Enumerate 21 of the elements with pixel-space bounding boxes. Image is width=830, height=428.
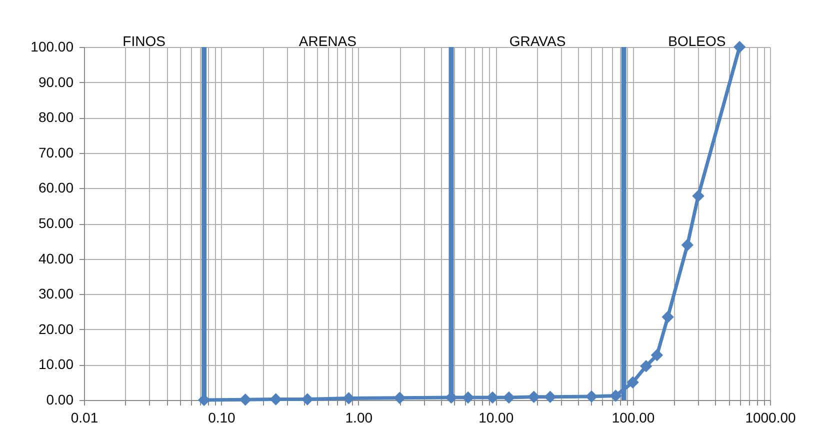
x-tick-label: 100.00	[612, 410, 655, 426]
y-tick-label: 100.00	[30, 38, 74, 54]
x-tick-label: 0.10	[208, 410, 236, 426]
y-tick-label: 80.00	[38, 109, 74, 126]
x-tick-label: 0.01	[70, 410, 98, 426]
y-tick-label: 60.00	[38, 180, 74, 196]
y-tick-label: 10.00	[38, 356, 74, 372]
y-tick-label: 70.00	[38, 144, 74, 160]
x-tick-label: 1000.00	[745, 410, 796, 426]
annotation: GRAVAS	[509, 33, 566, 49]
y-tick-label: 20.00	[38, 320, 74, 337]
x-tick-label: 1.00	[345, 410, 373, 426]
annotation: BOLEOS	[668, 33, 726, 49]
annotation: FINOS	[122, 33, 166, 49]
y-tick-label: 90.00	[38, 74, 74, 90]
annotation: ARENAS	[298, 33, 356, 49]
y-tick-label: 50.00	[38, 215, 74, 231]
y-tick-label: 0.00	[46, 392, 74, 408]
x-tick-label: 10.00	[478, 410, 514, 426]
y-tick-label: 40.00	[38, 250, 74, 266]
y-tick-label: 30.00	[38, 286, 74, 302]
